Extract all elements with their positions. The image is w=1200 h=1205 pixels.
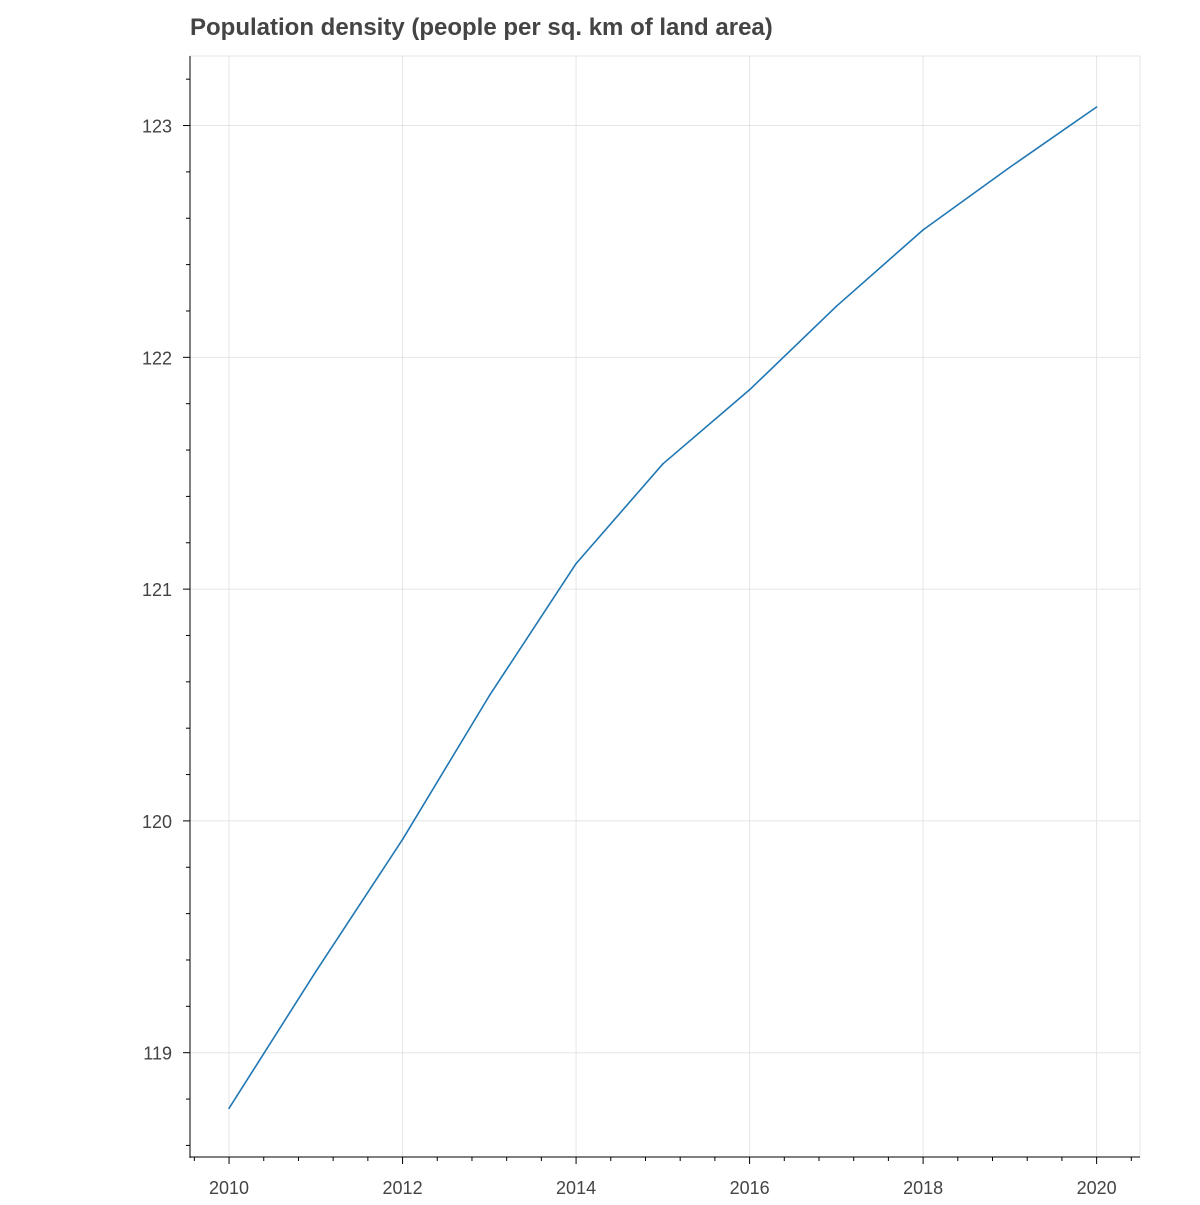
- series-line: [228, 106, 1098, 1109]
- data-point: [748, 388, 751, 391]
- grid-layer: [189, 55, 1141, 1158]
- data-point: [228, 1107, 230, 1110]
- plot-frame: [189, 55, 1141, 1158]
- y-tick-label: 122: [142, 348, 172, 368]
- y-tick-label: 123: [142, 117, 172, 137]
- data-point: [835, 305, 838, 308]
- data-point: [1095, 106, 1098, 108]
- x-tick-label: 2016: [730, 1178, 770, 1198]
- data-point: [575, 562, 577, 565]
- series-layer: [228, 106, 1098, 1110]
- data-point: [401, 838, 404, 841]
- x-tick-label: 2018: [903, 1178, 943, 1198]
- x-tick-label: 2012: [383, 1178, 423, 1198]
- y-tick-label: 119: [143, 1044, 172, 1064]
- data-point: [488, 694, 491, 697]
- y-tick-label: 120: [142, 812, 172, 832]
- chart-title: Population density (people per sq. km of…: [190, 14, 773, 41]
- data-point: [662, 463, 664, 465]
- data-point: [922, 229, 924, 231]
- data-point: [314, 970, 317, 973]
- x-tick-label: 2010: [209, 1178, 249, 1198]
- axis-layer: 2010 2012 2014 2016 2018 2020 119 120 121 122 123: [142, 56, 1140, 1198]
- y-tick-label: 121: [142, 580, 172, 600]
- data-point: [1009, 166, 1011, 169]
- x-tick-label: 2014: [556, 1178, 596, 1198]
- x-tick-label: 2020: [1077, 1178, 1117, 1198]
